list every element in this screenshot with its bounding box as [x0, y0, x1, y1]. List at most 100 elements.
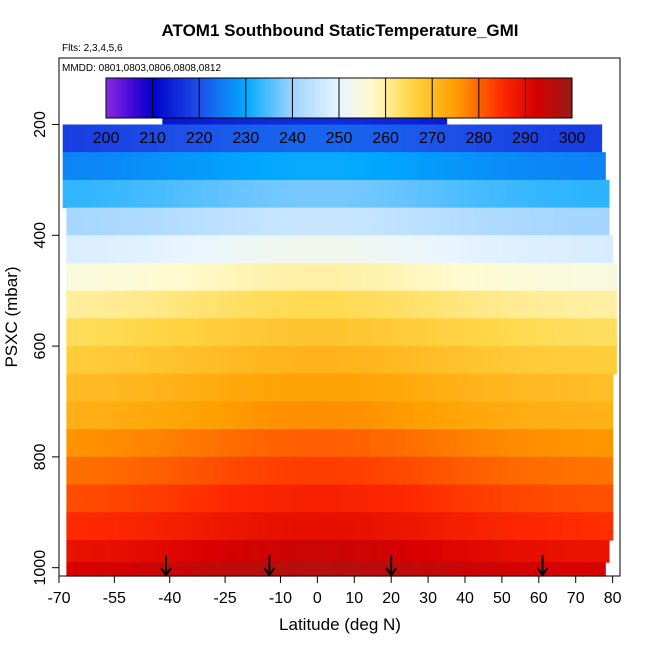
heat-cell: [236, 262, 245, 292]
heat-cell: [191, 290, 200, 319]
heat-cell: [110, 207, 119, 236]
heat-cell: [494, 539, 503, 563]
heat-cell: [501, 262, 510, 292]
heat-cell: [583, 401, 592, 430]
heat-cell: [468, 179, 477, 209]
heat-cell: [243, 539, 252, 563]
heat-cell: [221, 562, 230, 577]
heat-cell: [199, 346, 208, 375]
heat-cell: [398, 456, 407, 486]
heat-cell: [73, 318, 82, 347]
heat-cell: [479, 429, 488, 458]
heat-cell: [236, 456, 245, 486]
heat-cell: [243, 318, 252, 347]
heat-cell: [236, 373, 245, 403]
heat-cell: [132, 207, 141, 236]
heat-cell: [464, 346, 473, 375]
heat-cell: [413, 429, 422, 458]
heat-cell: [232, 152, 241, 181]
heat-cell: [99, 152, 108, 181]
heat-cell: [295, 290, 304, 319]
heat-cell: [516, 562, 525, 577]
heat-cell: [236, 539, 245, 563]
heat-cell: [306, 152, 315, 181]
x-tick-label: 80: [604, 590, 622, 607]
heat-cell: [66, 401, 75, 430]
heat-cell: [483, 179, 492, 209]
heat-cell: [243, 207, 252, 236]
heat-cell: [501, 456, 510, 486]
heat-cell: [236, 484, 245, 513]
heat-cell: [369, 235, 378, 264]
heat-cell: [250, 290, 259, 319]
heat-cell: [472, 401, 481, 430]
heat-cell: [243, 346, 252, 375]
heat-cell: [479, 512, 488, 541]
heat-cell: [228, 539, 237, 563]
heat-cell: [265, 373, 274, 403]
heat-cell: [590, 207, 599, 236]
heat-cell: [118, 290, 127, 319]
heat-cell: [501, 484, 510, 513]
heat-cell: [520, 124, 529, 153]
heat-cell: [413, 346, 422, 375]
heat-cell: [247, 124, 256, 153]
heat-cell: [62, 124, 71, 153]
heat-cell: [509, 235, 518, 264]
heat-cell: [346, 539, 355, 563]
heat-cell: [62, 179, 71, 209]
heat-cell: [405, 456, 414, 486]
heat-cell: [450, 290, 459, 319]
heat-cell: [568, 456, 577, 486]
heat-cell: [103, 318, 112, 347]
heat-cell: [420, 318, 429, 347]
heat-cell: [228, 373, 237, 403]
heat-cell: [129, 179, 138, 209]
heat-cell: [464, 484, 473, 513]
heat-cell: [516, 401, 525, 430]
heat-cell: [420, 539, 429, 563]
heat-cell: [361, 235, 370, 264]
heat-cell: [572, 152, 580, 181]
heat-cell: [376, 290, 385, 319]
heat-cell: [405, 207, 414, 236]
chart-title: ATOM1 Southbound StaticTemperature_GMI: [161, 21, 518, 40]
heat-cell: [95, 235, 104, 264]
heat-cell: [184, 401, 193, 430]
heat-cell: [317, 290, 326, 319]
heat-cell: [424, 124, 433, 153]
heat-cell: [199, 318, 208, 347]
heat-cell: [136, 124, 145, 153]
heat-cell: [420, 207, 429, 236]
heat-cell: [339, 562, 348, 577]
heat-cell: [435, 401, 444, 430]
heat-cell: [106, 179, 115, 209]
heat-cell: [103, 262, 112, 292]
heat-cell: [601, 152, 606, 181]
heat-cell: [442, 290, 451, 319]
heat-cell: [590, 456, 599, 486]
heat-cell: [254, 124, 263, 153]
heat-cell: [228, 484, 237, 513]
heat-cell: [273, 290, 282, 319]
heat-cell: [77, 152, 86, 181]
heat-cell: [428, 562, 437, 577]
heat-cell: [398, 429, 407, 458]
heat-cell: [354, 262, 363, 292]
heat-cell: [84, 124, 93, 153]
heat-cell: [239, 124, 248, 153]
heat-cell: [479, 318, 488, 347]
heat-cell: [88, 318, 97, 347]
heat-cell: [95, 290, 104, 319]
heat-cell: [132, 235, 141, 264]
colorbar-tick-label: 250: [326, 130, 353, 147]
heat-cell: [191, 484, 200, 513]
heat-cell: [317, 562, 326, 577]
heat-cell: [376, 401, 385, 430]
heat-cell: [568, 207, 577, 236]
heat-cell: [81, 235, 90, 264]
heat-cell: [479, 539, 488, 563]
heat-cell: [99, 124, 108, 153]
heat-cell: [435, 562, 444, 577]
